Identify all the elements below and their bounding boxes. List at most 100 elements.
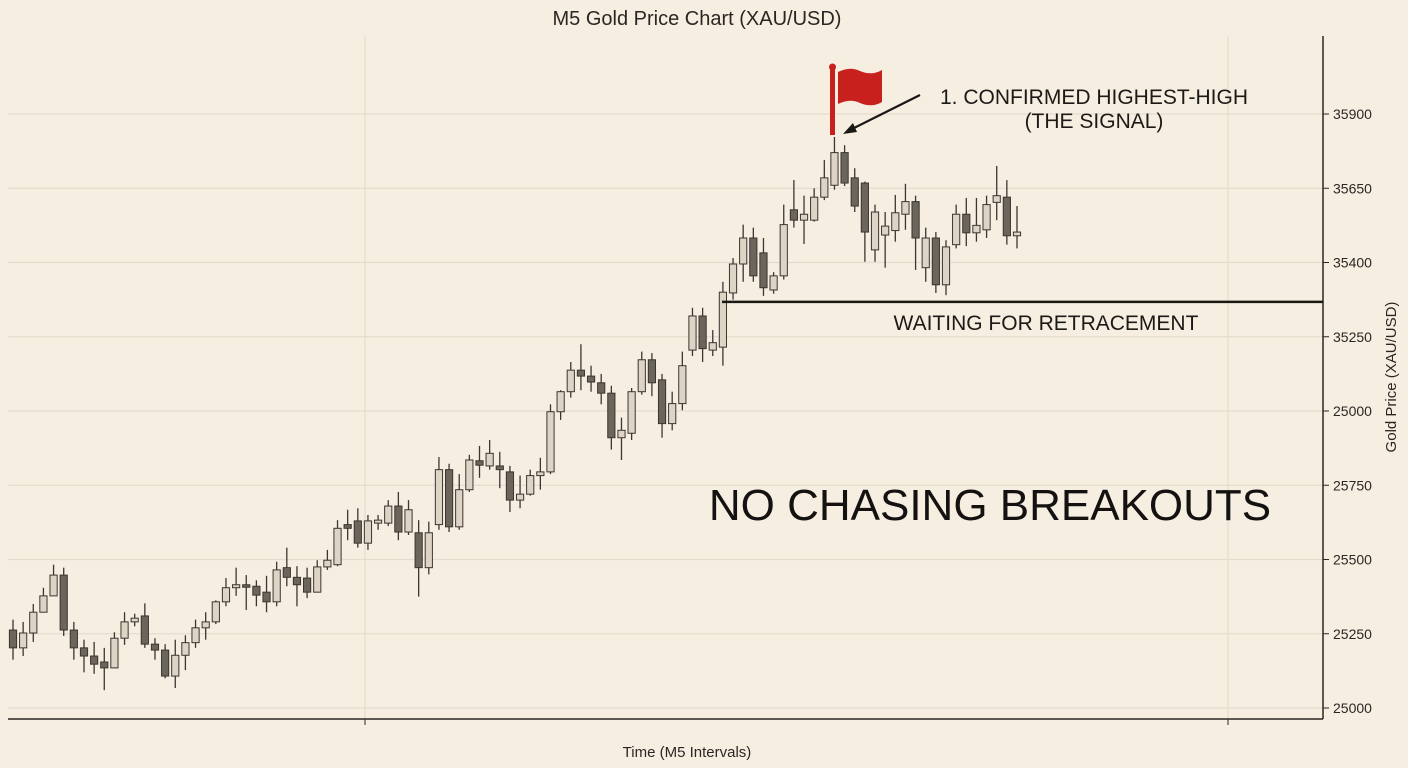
candle-body-bullish <box>972 224 981 234</box>
candle <box>19 621 28 657</box>
candle <box>384 500 393 527</box>
candle <box>921 227 930 282</box>
candle-body-bearish <box>262 591 271 603</box>
candle-body-bullish <box>901 201 910 215</box>
candle-body-bullish <box>515 493 525 501</box>
candle-body-bullish <box>982 204 991 231</box>
candle-body-bullish <box>404 509 413 533</box>
candle-body-bullish <box>526 475 535 495</box>
candle-body-bullish <box>29 611 38 634</box>
candle-body-bullish <box>232 584 241 589</box>
candle <box>789 180 798 228</box>
candle <box>323 549 332 570</box>
candle-body-bullish <box>130 617 139 623</box>
candle-body-bullish <box>434 469 444 526</box>
candle-body-bearish <box>607 392 616 439</box>
candle <box>607 385 616 450</box>
candle-body-bearish <box>414 532 423 569</box>
candle-body-bearish <box>282 567 291 578</box>
candle-body-bullish <box>830 152 839 186</box>
candle <box>414 520 423 597</box>
candle <box>1002 180 1011 245</box>
candle-body-bullish <box>181 642 190 656</box>
candle-body-bullish <box>465 459 474 491</box>
candle <box>221 578 231 607</box>
candle <box>242 575 251 610</box>
candle <box>850 168 859 213</box>
candle-body-bearish <box>8 629 18 649</box>
candle <box>647 353 657 397</box>
candle-body-bullish <box>921 237 930 269</box>
arrow-icon <box>843 94 921 134</box>
candle-body-bearish <box>475 460 484 466</box>
candle-body-bearish <box>911 201 920 239</box>
candle-body-bullish <box>485 452 494 467</box>
candle <box>59 567 68 636</box>
candle <box>972 197 981 242</box>
y-tick-label: 35900 <box>1333 106 1372 122</box>
candle-body-bullish <box>110 637 119 669</box>
candle-body-bullish <box>617 429 626 439</box>
candle <box>830 137 839 190</box>
candle <box>688 307 697 357</box>
candle <box>657 373 667 438</box>
candle <box>455 474 464 530</box>
candle <box>505 465 515 512</box>
candle-body-bullish <box>373 519 383 524</box>
candle <box>728 258 738 300</box>
candle <box>201 612 210 640</box>
candle-body-bullish <box>688 315 697 351</box>
candle <box>515 475 525 509</box>
candle-body-bearish <box>242 584 251 588</box>
candle-body-bullish <box>546 411 555 473</box>
candle <box>404 500 413 535</box>
candle <box>556 390 565 420</box>
y-axis-label: Gold Price (XAU/USD) <box>1383 302 1400 453</box>
candle <box>586 365 596 392</box>
candle <box>252 580 261 607</box>
candle-body-bearish <box>505 471 515 501</box>
candle <box>424 521 433 575</box>
candle-body-bullish <box>810 196 819 221</box>
candle <box>799 195 809 244</box>
candle-body-bearish <box>576 369 586 377</box>
candle-body-bearish <box>657 379 667 425</box>
candle-body-bearish <box>840 152 849 184</box>
candle <box>353 508 362 548</box>
candle <box>211 600 220 625</box>
candle <box>952 204 961 249</box>
candle-body-bearish <box>444 469 454 528</box>
candle-body-bullish <box>455 489 464 528</box>
candle-body-bullish <box>769 275 778 291</box>
candle <box>982 195 991 238</box>
y-tick-label: 25750 <box>1333 477 1372 493</box>
candle-body-bullish <box>272 569 281 603</box>
candle-body-bullish <box>728 263 738 294</box>
candle-body-bullish <box>718 291 727 348</box>
candle-body-bearish <box>749 237 758 277</box>
candle <box>171 639 180 688</box>
flag-cloth <box>838 68 882 106</box>
candle-body-bearish <box>759 252 768 289</box>
candle <box>810 188 819 222</box>
flag-pole <box>830 68 835 135</box>
candle-body-bullish <box>941 246 951 286</box>
candle-body-bullish <box>171 654 180 677</box>
candle-body-bullish <box>221 587 231 603</box>
candle <box>8 619 18 660</box>
candle-body-bearish <box>789 209 798 221</box>
candle-body-bearish <box>495 465 504 471</box>
candle-body-bullish <box>323 559 332 568</box>
candle <box>708 330 717 357</box>
candle-body-bearish <box>100 661 109 669</box>
candle <box>749 227 758 282</box>
candle-body-bullish <box>201 621 210 629</box>
candle-body-bullish <box>799 213 809 221</box>
candle <box>485 439 494 470</box>
candle-body-bullish <box>424 532 433 569</box>
retracement-label: WAITING FOR RETRACEMENT <box>894 312 1199 335</box>
candle-body-bullish <box>384 505 393 524</box>
y-tick-label: 35400 <box>1333 255 1372 271</box>
candle-body-bearish <box>161 649 170 677</box>
candle <box>140 603 149 648</box>
